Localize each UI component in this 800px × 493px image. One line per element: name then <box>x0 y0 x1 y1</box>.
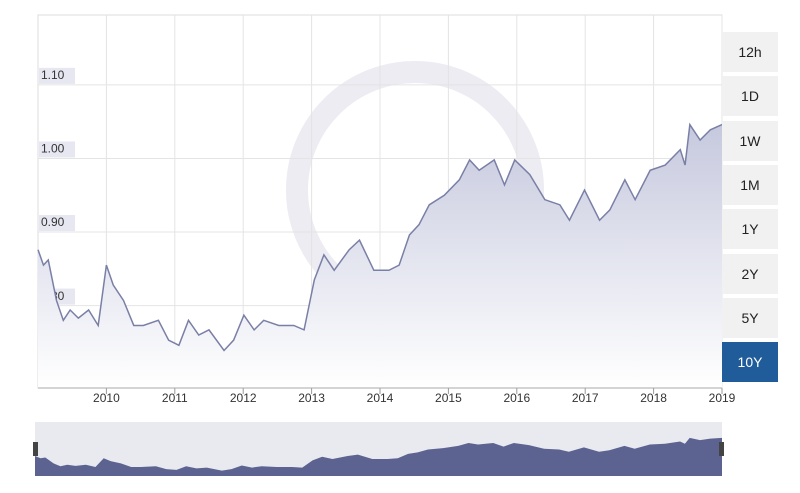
x-tick-label: 2017 <box>572 391 599 405</box>
x-tick-label: 2019 <box>709 391 736 405</box>
x-tick-label: 2012 <box>230 391 257 405</box>
navigator-handle <box>33 442 38 456</box>
x-tick-label: 2016 <box>503 391 530 405</box>
y-tick-label: 0.90 <box>41 215 65 229</box>
x-tick-label: 2015 <box>435 391 462 405</box>
area-fill <box>38 124 722 389</box>
range-button[interactable]: 1Y <box>722 209 778 250</box>
x-tick-label: 2018 <box>640 391 667 405</box>
range-button[interactable]: 2Y <box>722 253 778 294</box>
y-tick-bg <box>39 215 75 232</box>
x-tick-label: 2010 <box>93 391 120 405</box>
navigator-handle <box>719 442 724 456</box>
range-button[interactable]: 5Y <box>722 297 778 338</box>
range-button[interactable]: 1W <box>722 120 778 161</box>
range-button[interactable]: 1M <box>722 164 778 205</box>
range-button[interactable]: 10Y <box>722 342 778 383</box>
range-button[interactable]: 1D <box>722 76 778 117</box>
y-tick-label: 1.10 <box>41 68 65 82</box>
x-tick-label: 2011 <box>162 391 188 405</box>
y-tick-bg <box>39 67 75 84</box>
x-tick-label: 2014 <box>367 391 394 405</box>
y-tick-bg <box>39 141 75 158</box>
range-button[interactable]: 12h <box>722 32 778 72</box>
x-tick-label: 2013 <box>298 391 325 405</box>
line <box>37 122 723 352</box>
navigator-area <box>35 437 722 476</box>
y-tick-label: 1.00 <box>41 142 65 156</box>
